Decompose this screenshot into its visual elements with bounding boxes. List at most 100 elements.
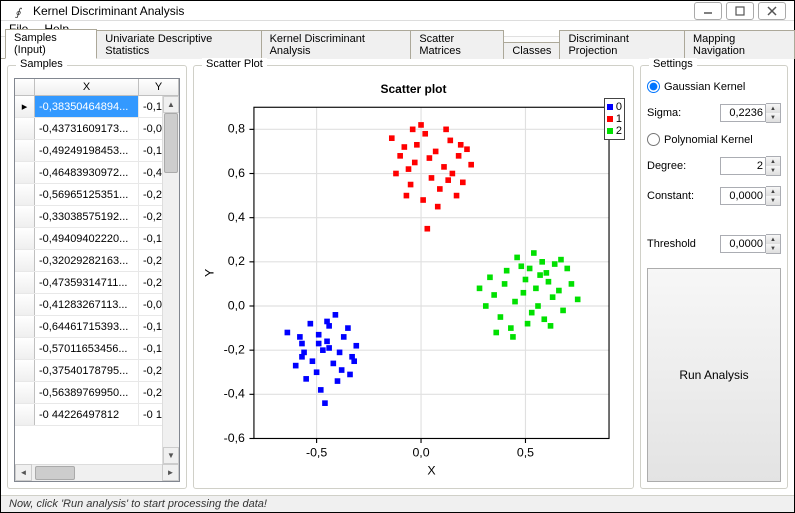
svg-text:0,6: 0,6: [228, 166, 245, 180]
legend-item: 2: [607, 125, 622, 137]
row-header: [15, 360, 35, 381]
table-row[interactable]: -0,47359314711...-0,200: [15, 272, 179, 294]
maximize-button[interactable]: [726, 2, 754, 20]
row-header: [15, 228, 35, 249]
constant-stepper[interactable]: ▲▼: [720, 186, 781, 206]
cell-x[interactable]: -0,56965125351...: [35, 184, 139, 205]
table-row[interactable]: -0,32029282163...-0,251: [15, 250, 179, 272]
hscroll-thumb[interactable]: [35, 466, 75, 480]
scroll-right-button[interactable]: ►: [162, 464, 179, 481]
tab-univariate-descriptive-statistics[interactable]: Univariate Descriptive Statistics: [96, 30, 261, 59]
run-analysis-button[interactable]: Run Analysis: [647, 268, 781, 481]
sigma-up[interactable]: ▲: [766, 104, 780, 113]
constant-input[interactable]: [720, 187, 766, 205]
scroll-down-button[interactable]: ▼: [163, 447, 179, 464]
samples-grid[interactable]: X Y ▸-0,38350464894...-0,162-0,437316091…: [14, 78, 180, 481]
svg-text:∮: ∮: [15, 7, 22, 18]
sigma-stepper[interactable]: ▲▼: [720, 103, 781, 123]
horizontal-scrollbar[interactable]: ◄ ►: [15, 464, 179, 481]
tab-samples-input-[interactable]: Samples (Input): [5, 29, 97, 59]
row-header: [15, 338, 35, 359]
cell-x[interactable]: -0,47359314711...: [35, 272, 139, 293]
vscroll-thumb[interactable]: [164, 113, 178, 173]
threshold-stepper[interactable]: ▲▼: [720, 234, 781, 254]
sigma-input[interactable]: [720, 104, 766, 122]
tab-scatter-matrices[interactable]: Scatter Matrices: [410, 30, 504, 59]
svg-text:-0,6: -0,6: [224, 431, 245, 445]
cell-x[interactable]: -0,49249198453...: [35, 140, 139, 161]
cell-x[interactable]: -0,33038575192...: [35, 206, 139, 227]
statusbar: Now, click 'Run analysis' to start proce…: [1, 495, 794, 513]
threshold-up[interactable]: ▲: [766, 235, 780, 244]
table-row[interactable]: -0,41283267113...-0,039: [15, 294, 179, 316]
row-header: [15, 250, 35, 271]
table-row[interactable]: -0,46483930972...-0,437: [15, 162, 179, 184]
degree-down[interactable]: ▼: [766, 166, 780, 175]
cell-x[interactable]: -0,32029282163...: [35, 250, 139, 271]
degree-input[interactable]: [720, 157, 766, 175]
polynomial-kernel-row: Polynomial Kernel: [647, 133, 781, 146]
vertical-scrollbar[interactable]: ▲ ▼: [162, 96, 179, 463]
close-button[interactable]: [758, 2, 786, 20]
table-row[interactable]: -0,49249198453...-0,127: [15, 140, 179, 162]
svg-text:-0,2: -0,2: [224, 343, 245, 357]
table-row[interactable]: -0,56965125351...-0,227: [15, 184, 179, 206]
app-window: ∮ Kernel Discriminant Analysis File Help…: [0, 0, 795, 513]
cell-x[interactable]: -0,37540178795...: [35, 360, 139, 381]
table-row[interactable]: -0 44226497812-0 185: [15, 404, 179, 426]
grid-header-y[interactable]: Y: [139, 79, 179, 95]
svg-text:X: X: [427, 464, 435, 478]
table-row[interactable]: -0,33038575192...-0,232: [15, 206, 179, 228]
degree-up[interactable]: ▲: [766, 157, 780, 166]
row-header: [15, 162, 35, 183]
cell-x[interactable]: -0,43731609173...: [35, 118, 139, 139]
table-row[interactable]: -0,64461715393...-0,115: [15, 316, 179, 338]
table-row[interactable]: -0,57011653456...-0,173: [15, 338, 179, 360]
table-row[interactable]: -0,56389769950...-0,207: [15, 382, 179, 404]
row-header: ▸: [15, 96, 35, 117]
legend-item: 1: [607, 113, 622, 125]
tab-discriminant-projection[interactable]: Discriminant Projection: [559, 30, 685, 59]
constant-row: Constant: ▲▼: [647, 186, 781, 206]
svg-text:-0,4: -0,4: [224, 387, 245, 401]
svg-text:0,4: 0,4: [228, 210, 245, 224]
polynomial-label[interactable]: Polynomial Kernel: [664, 134, 753, 146]
cell-x[interactable]: -0,46483930972...: [35, 162, 139, 183]
sigma-down[interactable]: ▼: [766, 113, 780, 122]
table-row[interactable]: -0,37540178795...-0,292: [15, 360, 179, 382]
table-row[interactable]: -0,43731609173...-0,087: [15, 118, 179, 140]
sigma-label: Sigma:: [647, 107, 681, 119]
table-row[interactable]: -0,49409402220...-0,168: [15, 228, 179, 250]
svg-text:Y: Y: [202, 269, 216, 277]
cell-x[interactable]: -0,64461715393...: [35, 316, 139, 337]
gaussian-radio[interactable]: [647, 80, 660, 93]
threshold-input[interactable]: [720, 235, 766, 253]
scroll-left-button[interactable]: ◄: [15, 464, 32, 481]
svg-text:-0,5: -0,5: [306, 446, 327, 460]
window-title: Kernel Discriminant Analysis: [33, 4, 694, 18]
cell-x[interactable]: -0,49409402220...: [35, 228, 139, 249]
threshold-label: Threshold: [647, 238, 696, 250]
scroll-up-button[interactable]: ▲: [163, 96, 179, 113]
threshold-down[interactable]: ▼: [766, 244, 780, 253]
minimize-button[interactable]: [694, 2, 722, 20]
gaussian-label[interactable]: Gaussian Kernel: [664, 81, 745, 93]
table-row[interactable]: ▸-0,38350464894...-0,162: [15, 96, 179, 118]
titlebar: ∮ Kernel Discriminant Analysis: [1, 1, 794, 21]
grid-header-x[interactable]: X: [35, 79, 139, 95]
tab-kernel-discriminant-analysis[interactable]: Kernel Discriminant Analysis: [261, 30, 412, 59]
tab-classes[interactable]: Classes: [503, 42, 560, 59]
cell-x[interactable]: -0,38350464894...: [35, 96, 139, 117]
cell-x[interactable]: -0 44226497812: [35, 404, 139, 425]
cell-x[interactable]: -0,41283267113...: [35, 294, 139, 315]
svg-text:0,0: 0,0: [412, 446, 429, 460]
constant-down[interactable]: ▼: [766, 196, 780, 205]
cell-x[interactable]: -0,57011653456...: [35, 338, 139, 359]
degree-stepper[interactable]: ▲▼: [720, 156, 781, 176]
sigma-row: Sigma: ▲▼: [647, 103, 781, 123]
cell-x[interactable]: -0,56389769950...: [35, 382, 139, 403]
row-header: [15, 272, 35, 293]
polynomial-radio[interactable]: [647, 133, 660, 146]
tab-mapping-navigation[interactable]: Mapping Navigation: [684, 30, 795, 59]
constant-up[interactable]: ▲: [766, 187, 780, 196]
